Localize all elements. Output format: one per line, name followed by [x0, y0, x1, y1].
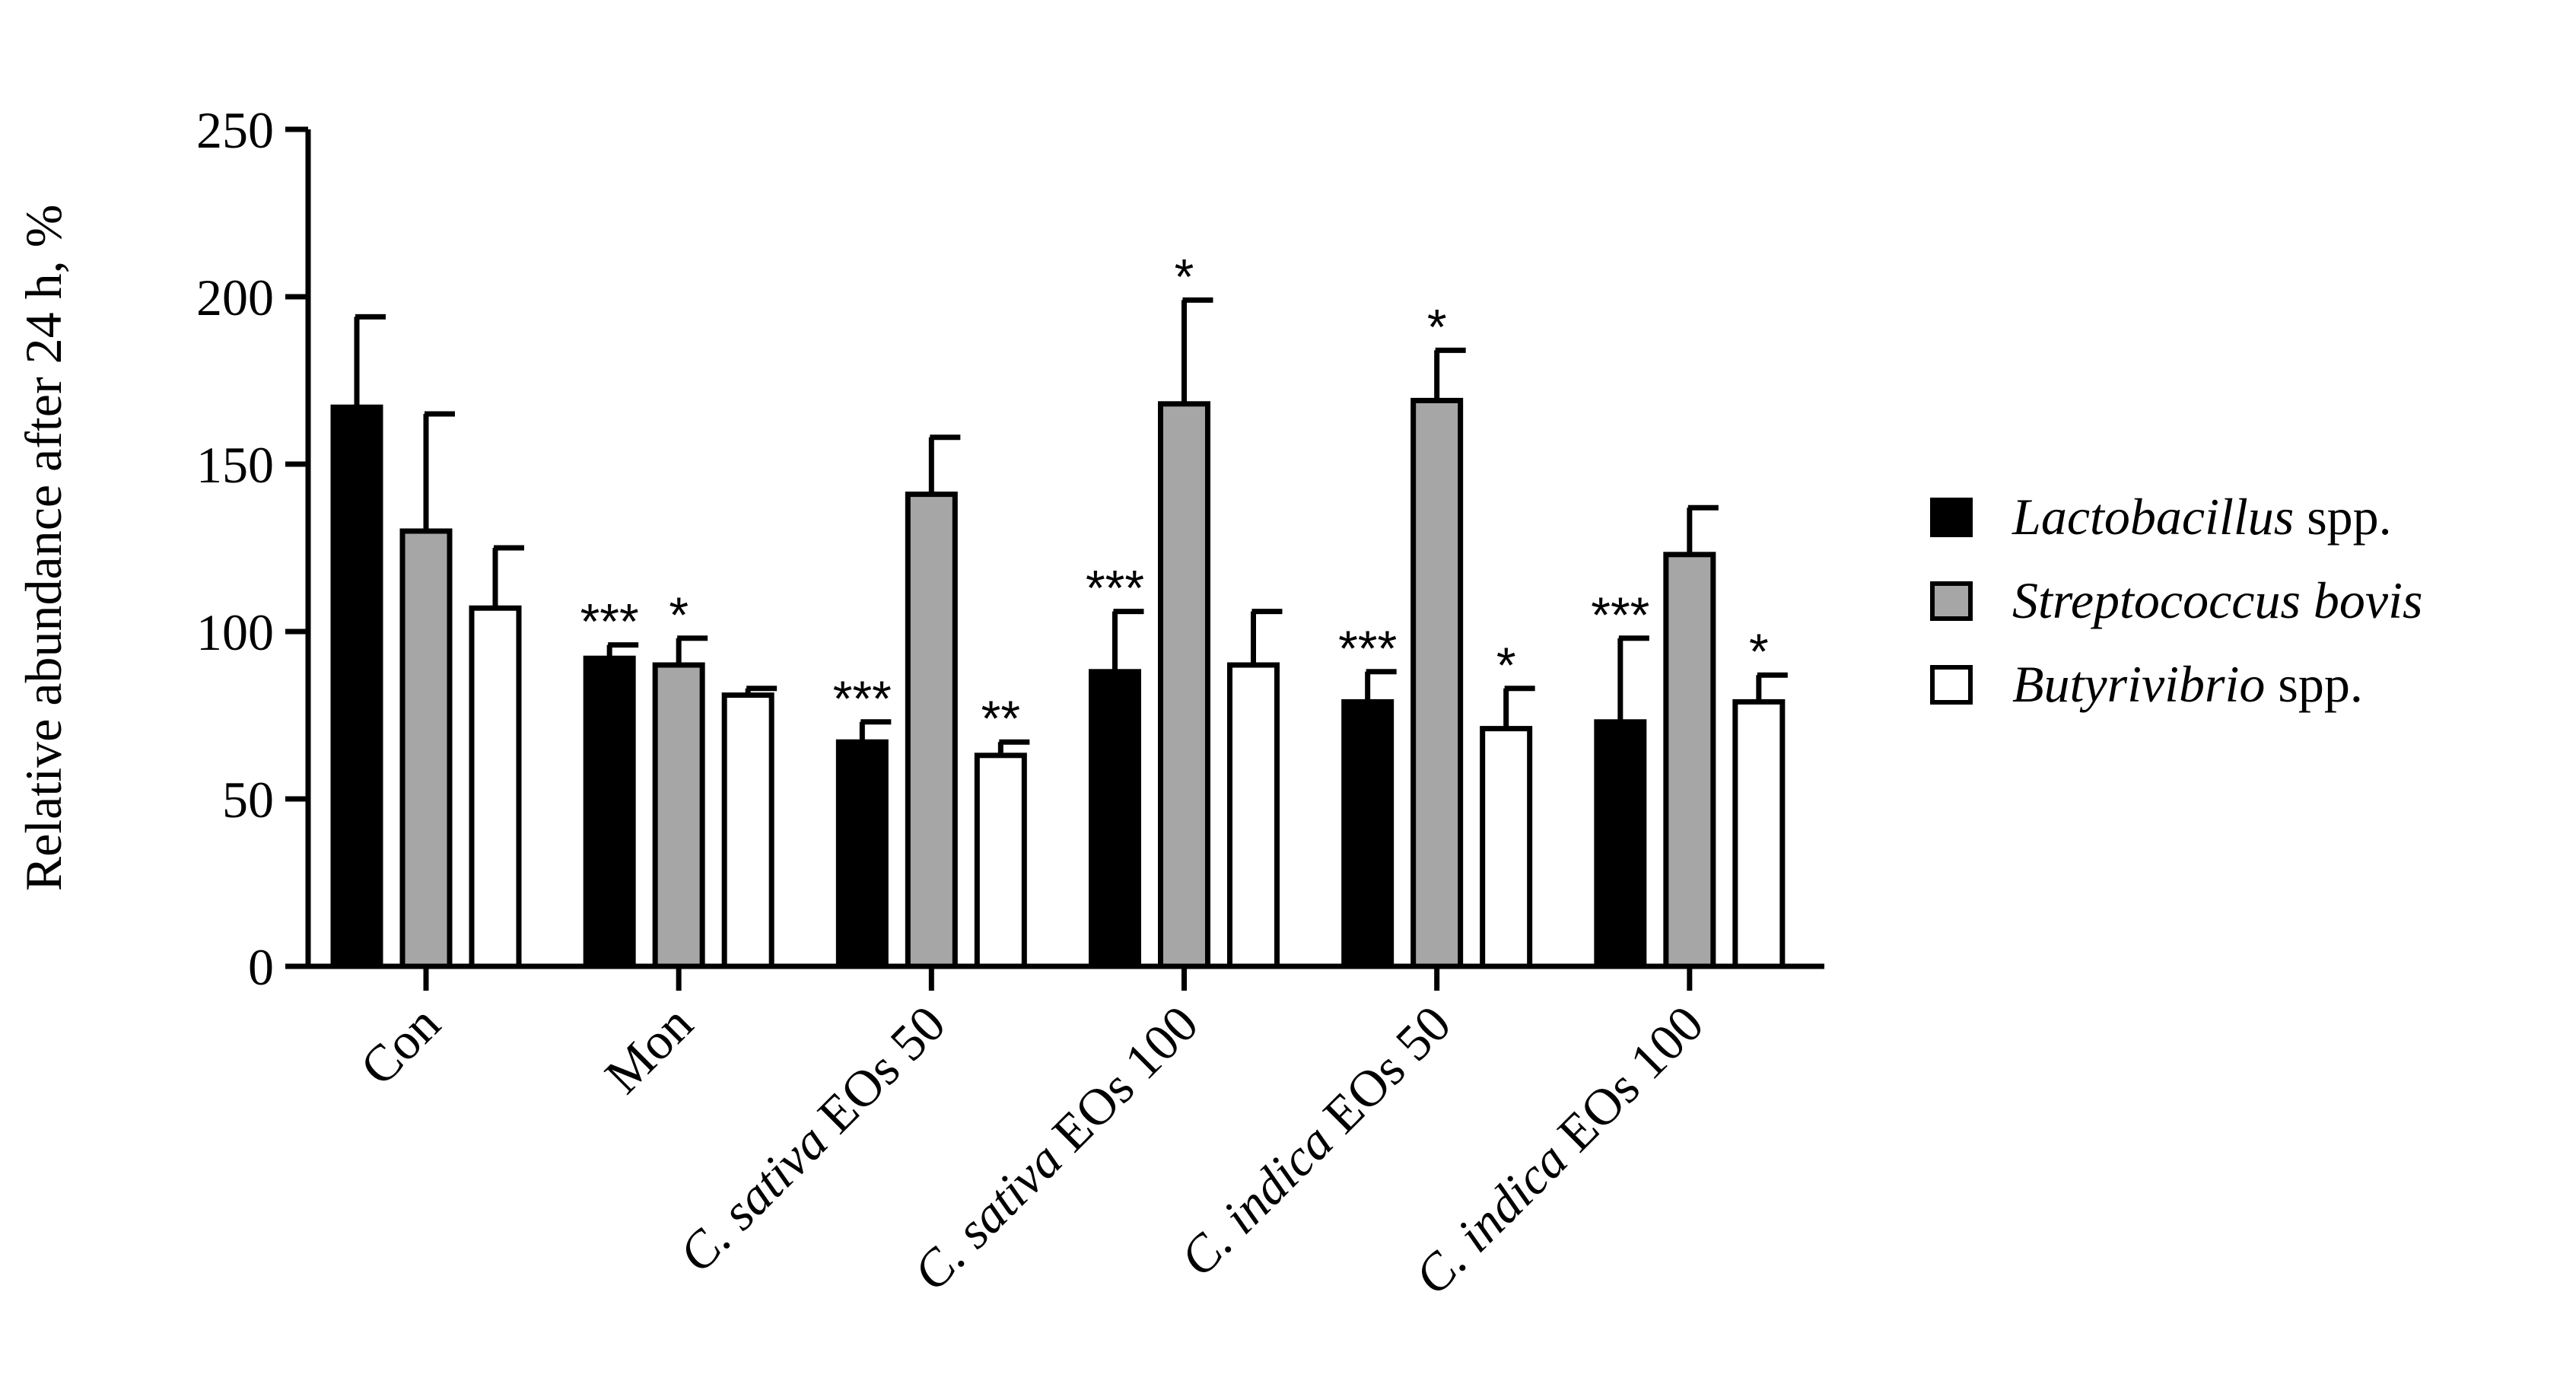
legend-swatch	[1930, 498, 1973, 537]
significance-label: ***	[580, 593, 639, 650]
bar	[905, 492, 958, 969]
bar	[330, 404, 383, 969]
significance-label: ***	[833, 670, 892, 727]
x-tick-label: Mon	[593, 994, 704, 1105]
bar	[835, 739, 889, 969]
significance-label: *	[669, 587, 689, 643]
y-axis-label: Relative abundance after 24 h, %	[14, 205, 72, 892]
bar	[1158, 401, 1210, 969]
y-axis: 0 50 100 150 200 250	[196, 101, 311, 996]
y-tick-label: 0	[248, 938, 274, 996]
x-tick-label: C. sativa EOs 50	[667, 994, 956, 1284]
bar	[469, 605, 522, 969]
y-tick-label: 50	[222, 771, 274, 829]
x-tick-label: C. indica EOs 50	[1169, 994, 1461, 1287]
bar	[974, 753, 1027, 969]
significance-label: *	[1427, 298, 1447, 355]
bar	[721, 692, 774, 969]
legend-entry: Butyrivibrio spp.	[2012, 655, 2363, 713]
bar	[1410, 397, 1464, 969]
x-tick-label: Con	[349, 994, 451, 1096]
bar	[1594, 719, 1647, 969]
legend-swatch	[1930, 581, 1973, 621]
significance-label: ***	[1338, 620, 1397, 676]
significance-label: ***	[1086, 560, 1144, 616]
bars: *** **** ***************	[330, 248, 1788, 969]
significance-label: *	[1749, 623, 1769, 679]
legend-swatch	[1930, 665, 1973, 705]
y-tick-label: 200	[196, 269, 274, 326]
bar	[1341, 698, 1395, 969]
bar	[583, 655, 636, 969]
bar	[399, 528, 453, 969]
significance-label: *	[1175, 248, 1194, 304]
bar	[652, 662, 705, 969]
bar	[1480, 726, 1533, 969]
bar	[1663, 552, 1716, 969]
bar	[1732, 698, 1786, 969]
y-tick-label: 150	[196, 436, 274, 494]
y-tick-label: 100	[196, 603, 274, 661]
significance-label: ***	[1591, 587, 1649, 643]
significance-label: **	[981, 690, 1020, 746]
legend-entry: Streptococcus bovis	[2012, 571, 2422, 629]
bar	[1227, 662, 1280, 969]
significance-label: *	[1496, 637, 1516, 693]
y-tick-label: 250	[196, 101, 274, 159]
bar	[1089, 669, 1141, 969]
legend: Lactobacillus spp. Streptococcus bovis But…	[1930, 488, 2422, 713]
legend-entry: Lactobacillus spp.	[2012, 488, 2392, 546]
